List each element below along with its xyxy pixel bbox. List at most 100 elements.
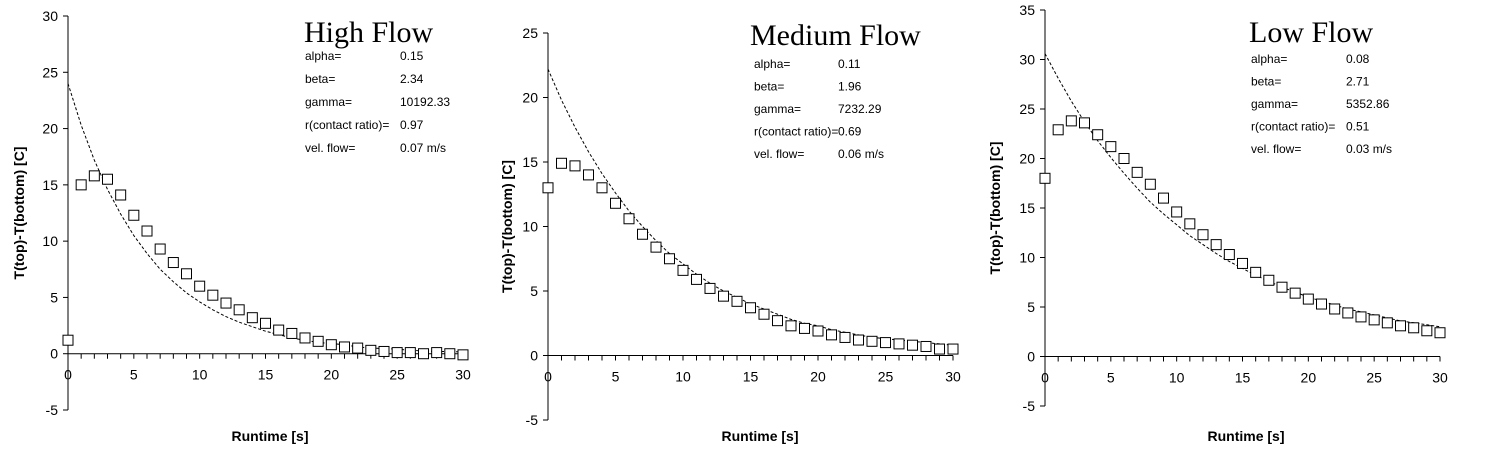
param-value: 0.11 bbox=[838, 57, 861, 71]
x-axis-title: Runtime [s] bbox=[1208, 428, 1285, 444]
data-point-square bbox=[839, 331, 851, 343]
data-point-square bbox=[826, 329, 837, 341]
param-name: r(contact ratio)= bbox=[754, 125, 838, 139]
data-point-square bbox=[920, 340, 932, 352]
y-axis-title: T(top)-T(bottom) [C] bbox=[11, 147, 27, 280]
data-point-square bbox=[444, 348, 456, 360]
y-tick-label: 20 bbox=[522, 90, 538, 106]
data-point-square bbox=[1421, 325, 1433, 337]
data-point-square bbox=[650, 241, 662, 253]
x-tick-label: 10 bbox=[192, 367, 208, 383]
param-value: 0.08 bbox=[1346, 52, 1370, 66]
data-point-square bbox=[812, 325, 824, 337]
x-tick-label: 5 bbox=[1107, 370, 1115, 386]
y-tick-label: 10 bbox=[522, 219, 538, 235]
data-point-square bbox=[181, 268, 192, 280]
x-tick-label: 5 bbox=[612, 369, 620, 385]
data-point-square bbox=[1039, 172, 1051, 184]
data-point-square bbox=[1131, 166, 1143, 178]
data-point-square bbox=[583, 169, 594, 181]
data-point-square bbox=[325, 339, 337, 351]
data-point-square bbox=[1316, 298, 1327, 310]
y-tick-label: 15 bbox=[522, 154, 538, 170]
chart-low-flow: -5 0 5 10 15 20 25 30 35 0 5 10 15 20 25 30 Runtime [s] T… bbox=[987, 2, 1448, 444]
data-point-square bbox=[596, 182, 608, 194]
data-point-square bbox=[677, 264, 689, 276]
x-tick-label: 0 bbox=[544, 369, 552, 385]
y-tick-label: 20 bbox=[1019, 151, 1035, 167]
x-tick-label: 15 bbox=[258, 367, 274, 383]
x-tick-label: 10 bbox=[675, 369, 691, 385]
data-point-square bbox=[299, 332, 311, 344]
param-name: vel. flow= bbox=[1251, 142, 1301, 156]
x-tick-label: 10 bbox=[1169, 370, 1185, 386]
data-point-square bbox=[1276, 281, 1288, 293]
x-tick-label: 5 bbox=[130, 367, 138, 383]
fit-curve-line bbox=[547, 68, 954, 346]
data-point-square bbox=[866, 335, 878, 347]
data-point-square bbox=[785, 320, 797, 332]
data-point-square bbox=[664, 253, 675, 265]
param-name: alpha= bbox=[1251, 52, 1287, 66]
data-point-square bbox=[1434, 327, 1446, 339]
param-name: alpha= bbox=[305, 49, 341, 63]
y-tick-label: -5 bbox=[526, 412, 539, 428]
data-point-square bbox=[1158, 192, 1169, 204]
x-tick-label: 20 bbox=[810, 369, 826, 385]
data-point-square bbox=[431, 347, 443, 359]
y-tick-label: 35 bbox=[1019, 2, 1035, 18]
x-tick-label: 0 bbox=[1041, 370, 1049, 386]
chart-panel-medium-flow: -5 0 5 10 15 20 25 0 5 10 15 20 25 30 Runtime [s] T(top… bbox=[488, 0, 988, 457]
data-point-square bbox=[115, 189, 127, 201]
param-value: 0.06 m/s bbox=[838, 147, 884, 161]
data-point-square bbox=[1092, 129, 1104, 141]
param-value: 7232.29 bbox=[838, 102, 882, 116]
param-value: 0.03 m/s bbox=[1346, 142, 1392, 156]
x-tick-label: 15 bbox=[1235, 370, 1251, 386]
data-point-square bbox=[907, 339, 918, 351]
param-name: beta= bbox=[754, 80, 784, 94]
y-tick-label: 30 bbox=[1019, 52, 1035, 68]
data-point-square bbox=[378, 345, 390, 357]
data-point-square bbox=[718, 290, 729, 302]
x-tick-label: 15 bbox=[743, 369, 759, 385]
data-point-square bbox=[853, 334, 864, 346]
data-point-square bbox=[799, 322, 810, 334]
data-point-square bbox=[260, 317, 271, 329]
param-name: beta= bbox=[305, 72, 335, 86]
param-value: 0.69 bbox=[838, 125, 862, 139]
data-point-square bbox=[731, 295, 743, 307]
data-point-square bbox=[1184, 218, 1196, 230]
data-point-square bbox=[1395, 320, 1406, 332]
param-name: beta= bbox=[1251, 75, 1281, 89]
data-point-square bbox=[457, 349, 469, 361]
y-tick-label: -5 bbox=[1023, 398, 1036, 414]
data-point-square bbox=[1079, 117, 1090, 129]
data-point-square bbox=[365, 344, 377, 356]
x-tick-label: 25 bbox=[1366, 370, 1382, 386]
x-tick-label: 30 bbox=[945, 369, 961, 385]
data-point-square bbox=[1381, 317, 1393, 329]
param-name: gamma= bbox=[754, 102, 801, 116]
y-tick-label: 15 bbox=[1019, 200, 1035, 216]
data-point-square bbox=[194, 280, 206, 292]
chart-panel-high-flow: -5 0 5 10 15 20 25 30 0 5 10 15 20 25 30 Runtime [s] T(t… bbox=[0, 0, 500, 457]
param-value: 2.34 bbox=[400, 72, 424, 86]
param-value: 1.96 bbox=[838, 80, 862, 94]
y-axis-title: T(top)-T(bottom) [C] bbox=[499, 160, 515, 293]
data-point-square bbox=[1342, 307, 1354, 319]
data-point-square bbox=[88, 170, 100, 182]
param-name: vel. flow= bbox=[754, 147, 804, 161]
data-point-square bbox=[1223, 249, 1235, 261]
data-point-square bbox=[1368, 314, 1380, 326]
x-tick-label: 20 bbox=[1301, 370, 1317, 386]
data-point-square bbox=[418, 348, 429, 360]
y-tick-label: 25 bbox=[522, 25, 538, 41]
y-tick-label: 0 bbox=[1027, 349, 1035, 365]
data-point-square bbox=[233, 304, 245, 316]
y-tick-label: 0 bbox=[50, 346, 58, 362]
data-point-square bbox=[246, 312, 258, 324]
x-tick-label: 25 bbox=[389, 367, 405, 383]
data-point-square bbox=[1171, 206, 1183, 218]
data-point-square bbox=[1065, 115, 1077, 127]
